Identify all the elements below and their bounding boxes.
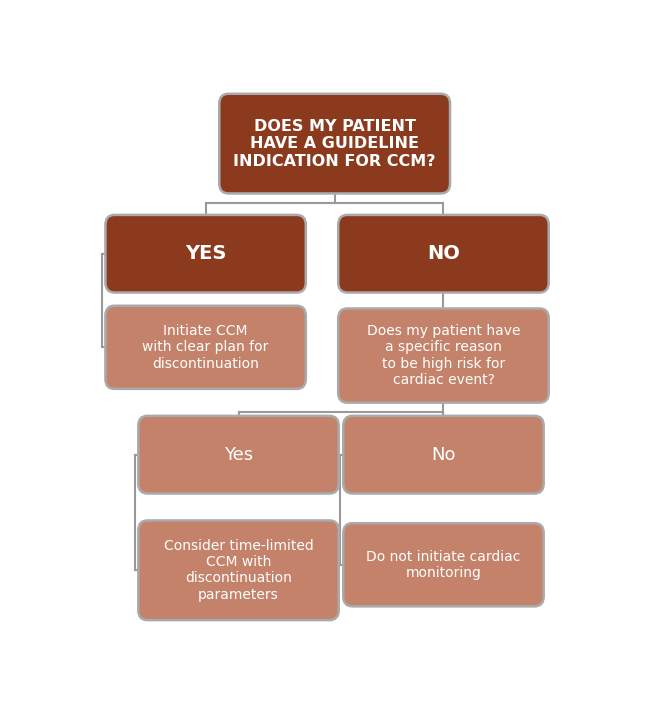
Text: No: No [431, 445, 456, 463]
Text: DOES MY PATIENT
HAVE A GUIDELINE
INDICATION FOR CCM?: DOES MY PATIENT HAVE A GUIDELINE INDICAT… [233, 119, 436, 169]
FancyBboxPatch shape [343, 523, 544, 606]
FancyBboxPatch shape [338, 308, 549, 403]
Text: YES: YES [185, 245, 227, 263]
Text: Yes: Yes [224, 445, 253, 463]
FancyBboxPatch shape [338, 215, 549, 292]
FancyBboxPatch shape [138, 521, 339, 620]
Text: Initiate CCM
with clear plan for
discontinuation: Initiate CCM with clear plan for discont… [142, 324, 269, 370]
FancyBboxPatch shape [219, 94, 450, 194]
FancyBboxPatch shape [105, 306, 306, 389]
Text: Do not initiate cardiac
monitoring: Do not initiate cardiac monitoring [366, 550, 520, 580]
Text: Does my patient have
a specific reason
to be high risk for
cardiac event?: Does my patient have a specific reason t… [367, 325, 520, 387]
Text: Consider time-limited
CCM with
discontinuation
parameters: Consider time-limited CCM with discontin… [164, 539, 313, 601]
FancyBboxPatch shape [138, 416, 339, 493]
Text: NO: NO [427, 245, 460, 263]
FancyBboxPatch shape [343, 416, 544, 493]
FancyBboxPatch shape [105, 215, 306, 292]
